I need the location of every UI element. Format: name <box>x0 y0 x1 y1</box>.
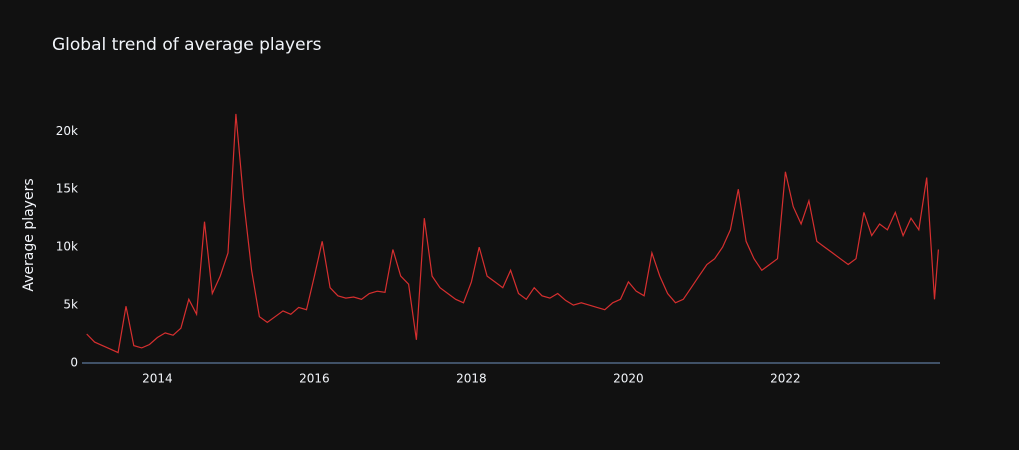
x-tick-label: 2020 <box>613 372 644 386</box>
y-tick-label: 0 <box>70 356 78 370</box>
x-tick-label: 2014 <box>142 372 173 386</box>
x-tick-label: 2018 <box>456 372 487 386</box>
x-tick-label: 2022 <box>770 372 801 386</box>
y-tick-label: 20k <box>56 124 78 138</box>
y-tick-label: 15k <box>56 182 78 196</box>
line <box>86 113 939 354</box>
y-tick-label: 5k <box>63 298 78 312</box>
y-tick-label: 10k <box>56 240 78 254</box>
x-tick-label: 2016 <box>299 372 330 386</box>
y-axis-title: Average players <box>21 178 37 291</box>
chart-title: Global trend of average players <box>52 35 322 55</box>
